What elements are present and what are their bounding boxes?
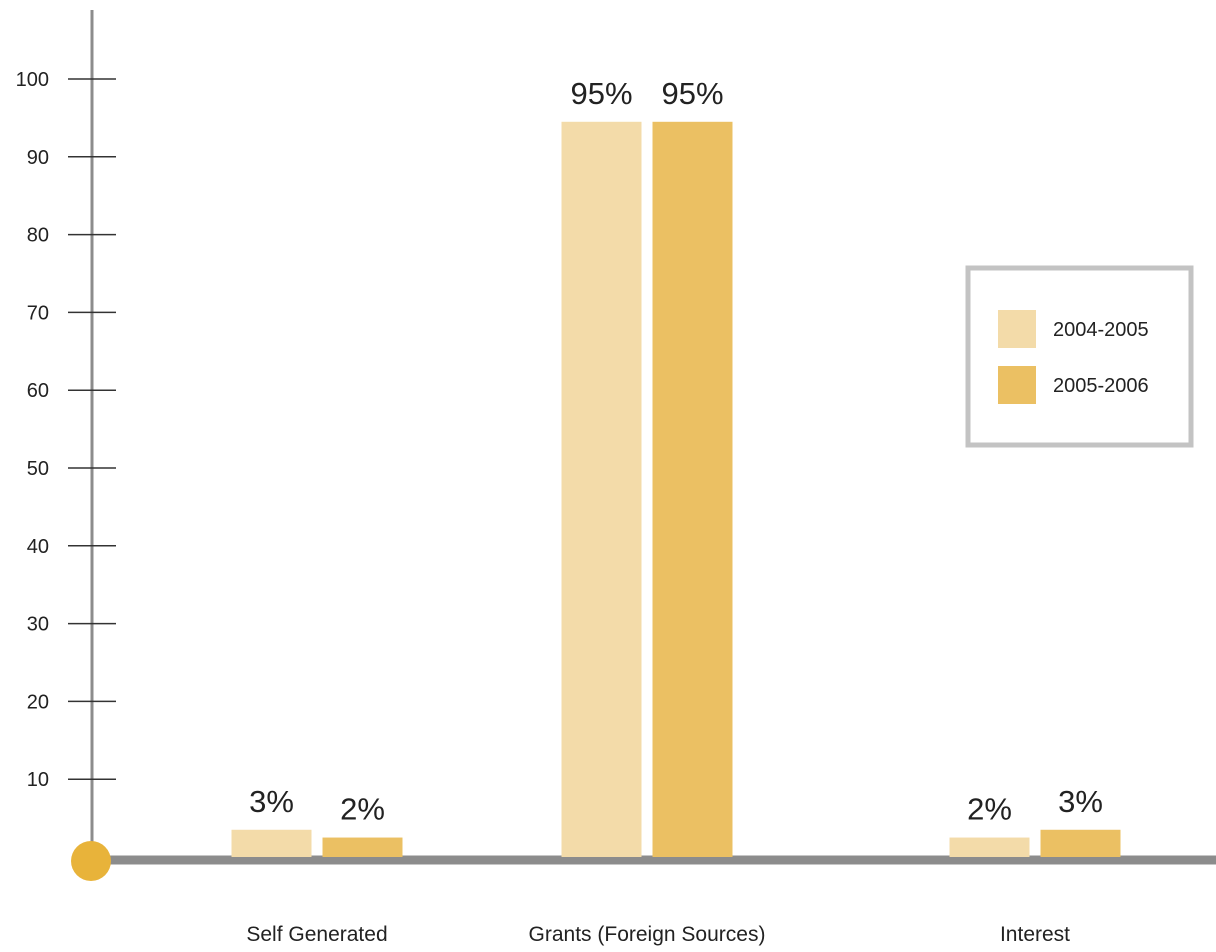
y-tick-label: 20 [27, 691, 49, 713]
x-category-label: Grants (Foreign Sources) [529, 923, 766, 946]
y-tick-label: 50 [27, 458, 49, 480]
data-label: 3% [1058, 784, 1103, 819]
bar [949, 837, 1030, 857]
bar [231, 829, 312, 857]
bar [322, 837, 403, 857]
y-tick-label: 80 [27, 225, 49, 247]
axes: 10 20 30 40 50 60 70 80 90 100 [16, 10, 1216, 881]
y-tick-label: 40 [27, 536, 49, 558]
y-tick-label: 100 [16, 69, 49, 91]
data-label: 95% [570, 76, 632, 111]
y-tick-label: 30 [27, 614, 49, 636]
legend-label: 2005-2006 [1053, 375, 1149, 397]
labels: 3% 2% Self Generated 95% 95% Grants (Foreign … [246, 76, 1103, 946]
y-tick-label: 10 [27, 769, 49, 791]
y-tick-label: 90 [27, 147, 49, 169]
legend-label: 2004-2005 [1053, 319, 1149, 341]
legend-box [965, 265, 1194, 448]
bar [652, 121, 733, 858]
bars [231, 121, 1121, 858]
data-label: 2% [340, 792, 385, 827]
legend: 2004-2005 2005-2006 [965, 265, 1194, 448]
bar [561, 121, 642, 858]
origin-dot [71, 841, 111, 881]
data-label: 2% [967, 792, 1012, 827]
x-category-label: Interest [1000, 923, 1070, 946]
bar [1040, 829, 1121, 857]
y-tick-label: 60 [27, 380, 49, 402]
y-tick-label: 70 [27, 302, 49, 324]
x-category-label: Self Generated [246, 923, 387, 946]
legend-swatch [998, 366, 1036, 404]
data-label: 95% [661, 76, 723, 111]
legend-swatch [998, 310, 1036, 348]
data-label: 3% [249, 784, 294, 819]
